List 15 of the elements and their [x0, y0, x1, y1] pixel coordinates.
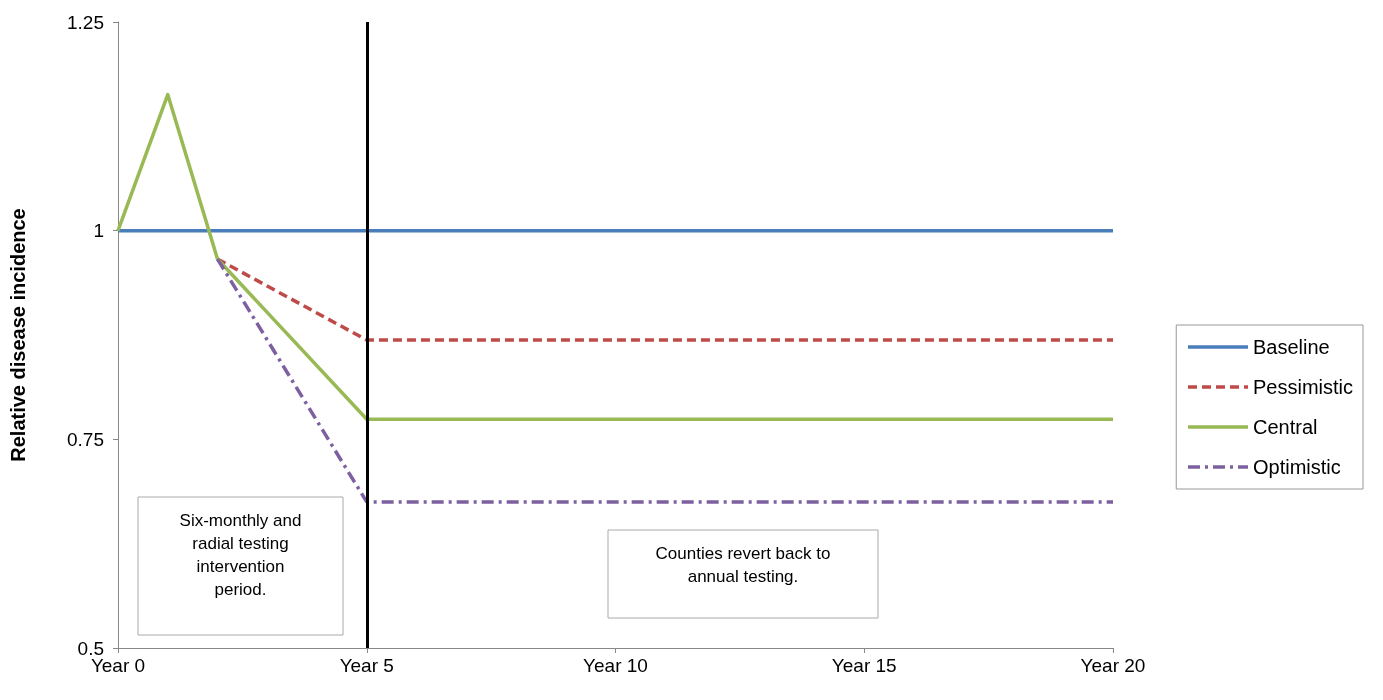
- x-tick-label: Year 5: [339, 655, 394, 676]
- y-axis-title: Relative disease incidence: [7, 208, 29, 462]
- legend-label: Optimistic: [1252, 456, 1341, 478]
- annotation: Six-monthly and radial testing intervention period.: [179, 511, 302, 599]
- y-tick-label: 1.25: [67, 11, 104, 33]
- y-tick-label: 1: [93, 220, 104, 242]
- x-tick-label: Year 20: [1080, 655, 1146, 676]
- annotation: Counties revert back to annual testing.: [655, 544, 831, 586]
- x-tick-label: Year 15: [831, 655, 897, 676]
- legend-label: Pessimistic: [1252, 376, 1354, 398]
- legend-label: Central: [1252, 416, 1318, 438]
- y-tick-label: 0.75: [67, 428, 104, 450]
- legend-label: Baseline: [1252, 336, 1330, 358]
- line-series: [116, 92, 1115, 422]
- x-tick-label: Year 10: [583, 655, 648, 676]
